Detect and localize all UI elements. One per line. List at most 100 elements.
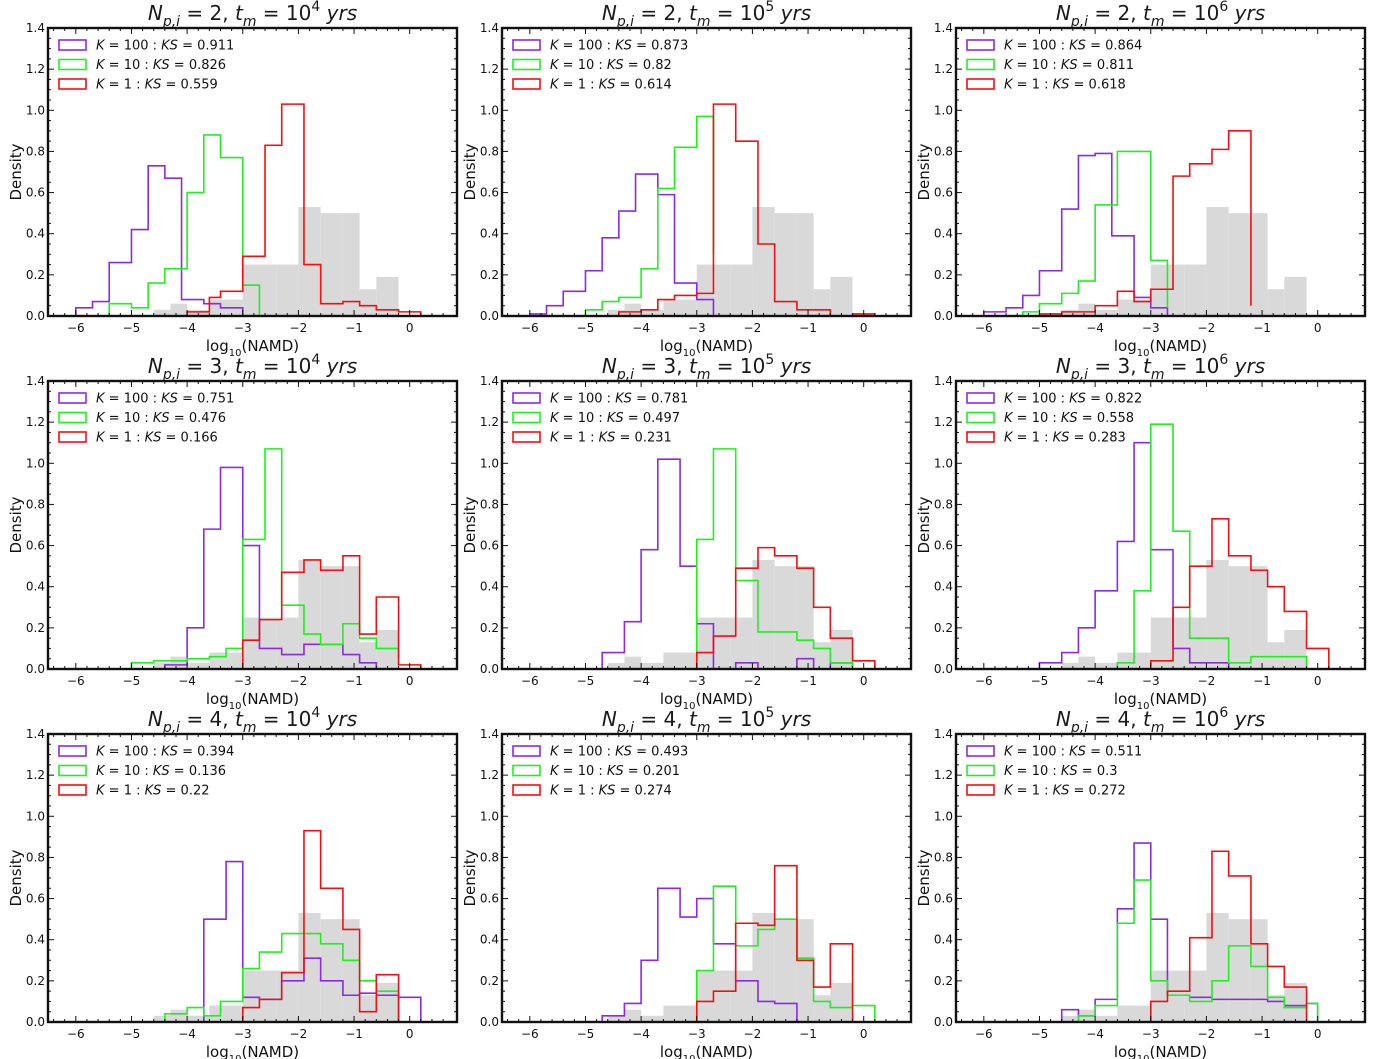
observed-bar — [1095, 309, 1118, 316]
plot-area — [601, 448, 876, 669]
y-tick-label: 0.2 — [480, 268, 499, 282]
y-axis-label: Density — [461, 496, 479, 553]
x-tick-label: −1 — [799, 1027, 817, 1041]
series-k10-step — [108, 134, 261, 316]
observed-bar — [774, 566, 797, 669]
y-tick-label: 1.4 — [934, 374, 953, 388]
x-tick-label: −4 — [632, 674, 650, 688]
legend-label-k1: K = 1 : KS = 0.22 — [96, 784, 210, 799]
legend-label-k10: K = 10 : KS = 0.811 — [1004, 58, 1134, 73]
observed-bar — [1284, 629, 1307, 669]
observed-bar — [774, 919, 797, 1022]
y-tick-label: 1.4 — [26, 374, 45, 388]
subplot-4: −6 −5 −4 −3 −2 −1 0 0.0 0.2 0.4 0.6 0.8 1.0 1.2 1.4 log… — [7, 352, 459, 712]
plot-area — [130, 448, 422, 669]
x-tick-label: −1 — [345, 1027, 363, 1041]
legend-label-k10: K = 10 : KS = 0.136 — [96, 764, 226, 779]
y-tick-label: 0.4 — [480, 580, 499, 594]
observed-bar — [1206, 912, 1229, 1022]
y-tick-label: 0.2 — [26, 621, 45, 635]
y-tick-label: 0.2 — [26, 974, 45, 988]
observed-bar — [153, 309, 171, 316]
observed-bar — [1228, 213, 1251, 316]
observed-bar — [298, 912, 321, 1022]
observed-bar — [796, 213, 814, 316]
observed-bar — [730, 970, 753, 1022]
y-tick-label: 0.6 — [934, 539, 953, 553]
y-tick-label: 1.2 — [480, 415, 499, 429]
legend-label-k10: K = 10 : KS = 0.558 — [1004, 411, 1134, 426]
legend-swatch-k100 — [58, 392, 87, 404]
legend-swatch-k100 — [966, 745, 995, 757]
observed-bar — [376, 982, 399, 1022]
legend-swatch-k10 — [512, 411, 541, 424]
observed-bar — [1284, 276, 1307, 316]
x-axis-label: log10(NAMD) — [1114, 1043, 1207, 1059]
observed-bar — [187, 1015, 210, 1022]
observed-bar — [1267, 642, 1285, 669]
x-axis-label: log10(NAMD) — [1114, 337, 1207, 359]
observed-bar — [1228, 919, 1251, 1022]
observed-bar — [376, 276, 399, 316]
x-tick-label: −6 — [521, 674, 539, 688]
legend-label-k100: K = 100 : KS = 0.493 — [550, 745, 688, 760]
x-tick-label: −6 — [67, 1027, 85, 1041]
observed-bar — [663, 652, 697, 669]
observed-bar — [359, 642, 377, 669]
observed-bar — [298, 559, 321, 669]
x-tick-label: −6 — [521, 321, 539, 335]
observed-bar — [607, 662, 625, 669]
plot-area — [1038, 423, 1330, 669]
subplot-7: −6 −5 −4 −3 −2 −1 0 0.0 0.2 0.4 0.6 0.8 1.0 1.2 1.4 log… — [7, 705, 459, 1059]
y-axis-label: Density — [915, 496, 933, 553]
x-tick-label: −3 — [688, 321, 706, 335]
legend-swatch-k100 — [512, 745, 541, 757]
observed-bar — [813, 642, 831, 669]
observed-bar — [1061, 1015, 1079, 1022]
x-tick-label: −2 — [1198, 674, 1216, 688]
series-k100-step — [601, 458, 854, 669]
y-tick-label: 0.8 — [480, 850, 499, 864]
y-tick-label: 1.2 — [26, 62, 45, 76]
y-tick-label: 1.2 — [480, 768, 499, 782]
observed-bar — [359, 995, 377, 1022]
observed-bar — [1117, 299, 1151, 316]
plot-area — [75, 103, 422, 316]
legend-swatch-k100 — [512, 39, 541, 51]
observed-bar — [663, 1005, 697, 1022]
observed-bar — [1206, 559, 1229, 669]
observed-bar — [1095, 1015, 1118, 1022]
observed-bar — [276, 264, 299, 316]
observed-bar — [641, 309, 664, 316]
plot-area — [601, 864, 876, 1022]
x-tick-label: 0 — [406, 321, 414, 335]
x-tick-label: −6 — [975, 1027, 993, 1041]
x-tick-label: −5 — [123, 674, 141, 688]
observed-bar — [276, 617, 299, 669]
plot-area — [983, 130, 1307, 316]
y-tick-label: 0.6 — [26, 539, 45, 553]
series-k100-step — [203, 860, 422, 1022]
y-tick-label: 1.0 — [26, 456, 45, 470]
x-tick-label: −2 — [1198, 1027, 1216, 1041]
x-tick-label: 0 — [860, 321, 868, 335]
y-tick-label: 0.8 — [26, 497, 45, 511]
x-tick-label: −4 — [1086, 1027, 1104, 1041]
subplot-title: Np,i = 3, tm = 104 yrs — [148, 352, 357, 383]
y-axis-label: Density — [915, 849, 933, 906]
x-tick-label: 0 — [860, 1027, 868, 1041]
legend-label-k1: K = 1 : KS = 0.283 — [1004, 431, 1126, 446]
series-k100-step — [1038, 441, 1230, 669]
observed-bar — [298, 206, 321, 316]
x-tick-label: 0 — [1314, 674, 1322, 688]
observed-bar — [187, 662, 210, 669]
y-tick-label: 0.8 — [480, 497, 499, 511]
y-tick-label: 0.0 — [934, 309, 953, 323]
y-tick-label: 0.6 — [480, 539, 499, 553]
observed-bar — [242, 970, 277, 1022]
y-tick-label: 0.4 — [934, 227, 953, 241]
observed-bar — [376, 629, 399, 669]
x-axis-label: log10(NAMD) — [660, 690, 753, 712]
observed-bar — [170, 1009, 188, 1022]
x-tick-label: −1 — [345, 674, 363, 688]
